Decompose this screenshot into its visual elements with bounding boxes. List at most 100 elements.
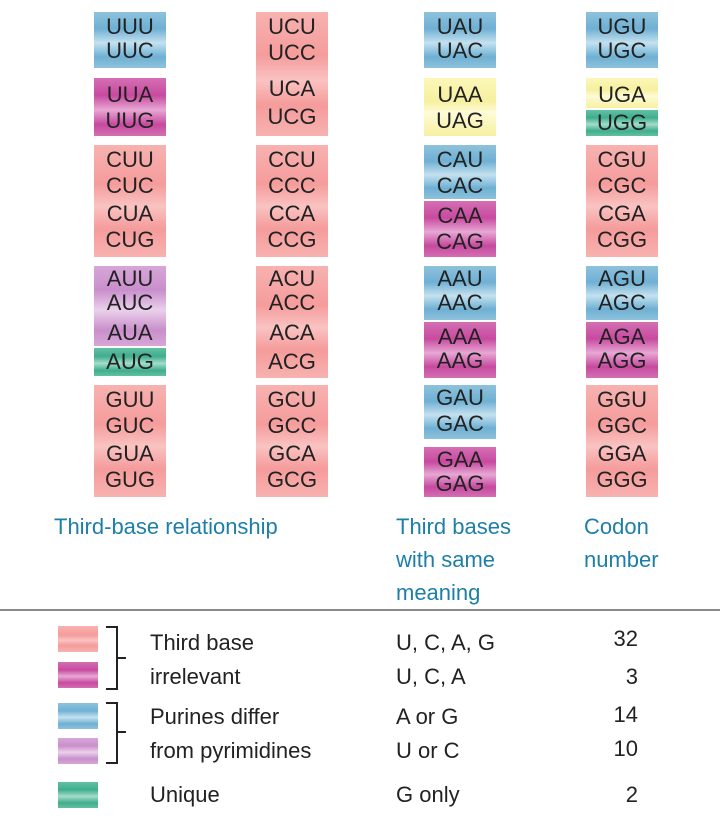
legend-bases: G only bbox=[396, 782, 460, 807]
codon-cell bbox=[586, 266, 658, 320]
codon-block-uay: UAU UAC bbox=[424, 12, 496, 68]
codon-cell: AGU bbox=[598, 266, 646, 291]
codon-cell: AGA bbox=[598, 324, 646, 349]
codon-cell: UUG bbox=[105, 108, 155, 133]
legend-swatch-lavender bbox=[58, 738, 98, 764]
codon-cell: UGU bbox=[597, 14, 647, 39]
codon-cell: UGC bbox=[597, 38, 647, 63]
codon-cell: CUU bbox=[106, 147, 154, 172]
codon-block-cgx: CGU CGC CGA CGG bbox=[586, 145, 658, 257]
legend-bases: A or G bbox=[396, 704, 459, 729]
legend-count: 10 bbox=[613, 736, 638, 761]
codon-cell: UGA bbox=[598, 82, 646, 107]
codon-block-aux: AUU AUC AUA AUG bbox=[94, 266, 166, 378]
codon-cell bbox=[94, 78, 166, 136]
legend-label: Third base bbox=[150, 630, 254, 655]
codon-cell bbox=[256, 145, 328, 257]
codon-cell: GAC bbox=[436, 411, 484, 436]
section-divider bbox=[0, 609, 720, 611]
codon-cell: GCA bbox=[268, 441, 316, 466]
legend-label: from pyrimidines bbox=[150, 738, 312, 763]
codon-cell bbox=[586, 322, 658, 378]
codon-cell: CAU bbox=[436, 147, 484, 172]
codon-block-aax: AAU AAC AAA AAG bbox=[424, 266, 496, 378]
codon-cell bbox=[424, 266, 496, 320]
codon-cell: CCA bbox=[268, 201, 316, 226]
codon-cell: AUG bbox=[106, 349, 154, 374]
legend-bases: U or C bbox=[396, 738, 460, 763]
caption-line: with same bbox=[396, 547, 496, 572]
codon-cell: CUG bbox=[105, 227, 155, 252]
codon-cell: AAU bbox=[437, 266, 483, 291]
codon-cell: AAG bbox=[436, 348, 484, 373]
legend-count: 32 bbox=[613, 626, 638, 651]
codon-block-ucx: UCU UCC UCA UCG bbox=[256, 12, 328, 136]
codon-block-ugy: UGU UGC bbox=[586, 12, 658, 68]
codon-cell: GGU bbox=[596, 387, 648, 412]
codon-block-uuy: UUA UUG bbox=[94, 78, 166, 136]
codon-cell: CUC bbox=[106, 173, 154, 198]
codon-cell bbox=[256, 266, 328, 378]
codon-cell: GAU bbox=[436, 385, 484, 410]
legend-bracket bbox=[106, 702, 118, 764]
codon-cell: AAC bbox=[437, 290, 483, 315]
codon-cell: UGG bbox=[596, 110, 648, 135]
legend-bases: U, C, A bbox=[396, 664, 466, 689]
codon-cell bbox=[424, 145, 496, 199]
codon-cell bbox=[256, 12, 328, 136]
codon-cell bbox=[94, 385, 166, 497]
codon-cell: UCU bbox=[268, 14, 316, 39]
caption-third-base-relationship: Third-base relationship bbox=[54, 514, 278, 539]
codon-cell bbox=[586, 385, 658, 497]
codon-cell: UAA bbox=[437, 82, 483, 107]
legend-label: irrelevant bbox=[150, 664, 241, 689]
legend-label: Purines differ bbox=[150, 704, 280, 729]
codon-cell bbox=[94, 348, 166, 376]
codon-block-uar: UAA UAG bbox=[424, 78, 496, 136]
codon-cell bbox=[94, 266, 166, 346]
codon-block-ugr: UGA UGG bbox=[586, 78, 658, 136]
codon-cell: UUA bbox=[106, 82, 154, 107]
codon-cell: UCG bbox=[267, 104, 317, 129]
caption-line: Third bases bbox=[396, 514, 511, 539]
codon-cell bbox=[586, 78, 658, 108]
codon-cell: GGG bbox=[596, 467, 648, 492]
codon-cell bbox=[424, 78, 496, 136]
codon-cell: ACU bbox=[268, 266, 316, 291]
codon-cell: CCG bbox=[267, 227, 317, 252]
codon-cell: GAG bbox=[435, 471, 485, 496]
codon-cell: CGU bbox=[597, 147, 647, 172]
codon-cell: UAU bbox=[436, 14, 484, 39]
codon-block-acx: ACU ACC ACA ACG bbox=[256, 266, 328, 378]
codon-cell: CGC bbox=[597, 173, 647, 198]
codon-cell: GCG bbox=[266, 467, 318, 492]
legend-count: 14 bbox=[613, 702, 638, 727]
codon-cell bbox=[94, 145, 166, 257]
caption-line: Codon bbox=[584, 514, 649, 539]
legend-label: Unique bbox=[150, 782, 220, 807]
codon-cell: AUU bbox=[106, 266, 154, 291]
codon-block-ccx: CCU CCC CCA CCG bbox=[256, 145, 328, 257]
codon-cell: UCA bbox=[268, 76, 316, 101]
codon-cell: GUA bbox=[106, 441, 154, 466]
codon-block-ggx: GGU GGC GGA GGG bbox=[586, 385, 658, 497]
codon-cell: GGA bbox=[597, 441, 647, 466]
codon-block-gax: GAU GAC GAA GAG bbox=[424, 385, 496, 497]
codon-cell: UAG bbox=[436, 108, 484, 133]
codon-cell: ACA bbox=[269, 320, 315, 345]
legend-count: 2 bbox=[625, 782, 638, 807]
codon-block-uux: UUU UUC bbox=[94, 12, 166, 68]
codon-cell bbox=[256, 385, 328, 497]
codon-block-cax: CAU CAC CAA CAG bbox=[424, 145, 496, 257]
codon-cell: CAA bbox=[437, 203, 483, 228]
legend-count: 3 bbox=[625, 664, 638, 689]
legend-swatch-salmon bbox=[58, 626, 98, 652]
legend-bases: U, C, A, G bbox=[396, 630, 496, 655]
codon-cell bbox=[586, 110, 658, 136]
codon-block-gcx: GCU GCC GCA GCG bbox=[256, 385, 328, 497]
codon-cell: UUU bbox=[106, 14, 154, 39]
codon-block-cux: CUU CUC CUA CUG bbox=[94, 145, 166, 257]
codon-cell: CCC bbox=[268, 173, 316, 198]
caption-line: number bbox=[584, 547, 659, 572]
legend-bracket-tick bbox=[116, 731, 126, 733]
